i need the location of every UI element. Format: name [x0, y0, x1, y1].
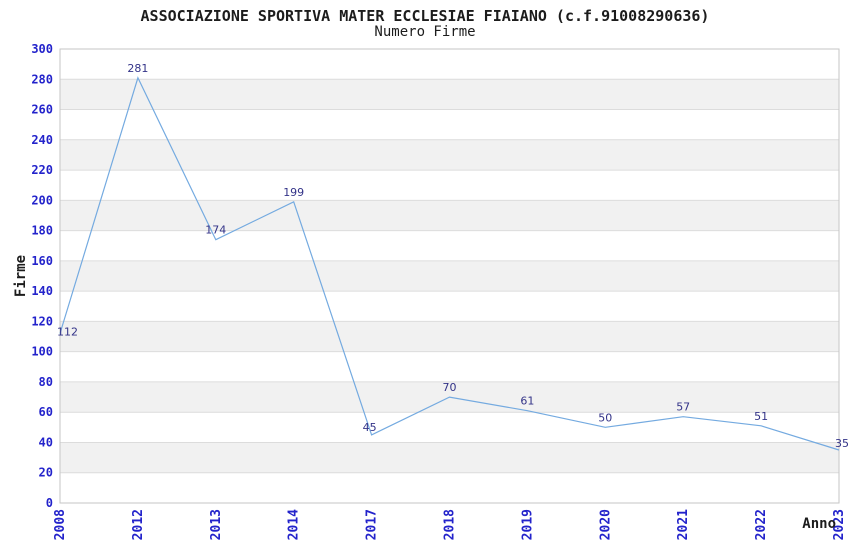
plot-band — [60, 321, 839, 352]
y-tick-label: 100 — [31, 345, 53, 359]
chart-subtitle: Numero Firme — [374, 24, 476, 40]
x-tick-label: 2018 — [443, 509, 458, 540]
y-tick-label: 280 — [31, 72, 53, 86]
x-tick-label: 2021 — [676, 509, 691, 540]
value-label: 174 — [205, 224, 226, 237]
value-label: 45 — [363, 421, 377, 434]
plot-band — [60, 79, 839, 110]
value-label: 70 — [443, 381, 457, 394]
x-tick-label: 2023 — [832, 509, 847, 540]
x-tick-label: 2020 — [598, 509, 613, 540]
x-tick-label: 2022 — [754, 509, 769, 540]
y-tick-label: 240 — [31, 133, 53, 147]
y-tick-label: 180 — [31, 224, 53, 238]
x-tick-label: 2017 — [365, 509, 380, 540]
y-tick-label: 160 — [31, 254, 53, 268]
plot-band — [60, 139, 839, 171]
y-tick-label: 40 — [39, 435, 53, 449]
value-label: 50 — [598, 411, 612, 424]
value-label: 199 — [283, 186, 304, 199]
plot-band — [60, 442, 839, 473]
y-axis-title: Firme — [13, 255, 29, 297]
value-label: 281 — [127, 62, 148, 75]
y-tick-label: 20 — [39, 466, 53, 480]
value-label: 35 — [835, 437, 849, 450]
y-tick-label: 220 — [31, 163, 53, 177]
x-tick-label: 2013 — [209, 509, 224, 540]
x-tick-label: 2014 — [287, 509, 302, 540]
y-tick-label: 120 — [31, 314, 53, 328]
y-tick-label: 260 — [31, 103, 53, 117]
x-axis-title: Anno — [802, 516, 836, 532]
y-tick-label: 140 — [31, 284, 53, 298]
plot-band — [60, 200, 839, 231]
chart-title: ASSOCIAZIONE SPORTIVA MATER ECCLESIAE FI… — [140, 7, 710, 25]
x-tick-label: 2019 — [520, 509, 535, 540]
y-tick-label: 0 — [46, 496, 53, 510]
y-tick-label: 60 — [39, 405, 53, 419]
value-label: 51 — [754, 410, 768, 423]
x-tick-label: 2012 — [131, 509, 146, 540]
x-tick-label: 2008 — [53, 509, 68, 540]
data-line — [59, 76, 840, 451]
plot-band — [60, 260, 839, 292]
y-tick-label: 80 — [39, 375, 53, 389]
value-label: 61 — [520, 395, 534, 408]
y-tick-label: 200 — [31, 193, 53, 207]
plot-border — [59, 48, 840, 504]
value-label: 112 — [57, 326, 78, 339]
y-tick-label: 300 — [31, 42, 53, 56]
value-label: 57 — [676, 401, 690, 414]
